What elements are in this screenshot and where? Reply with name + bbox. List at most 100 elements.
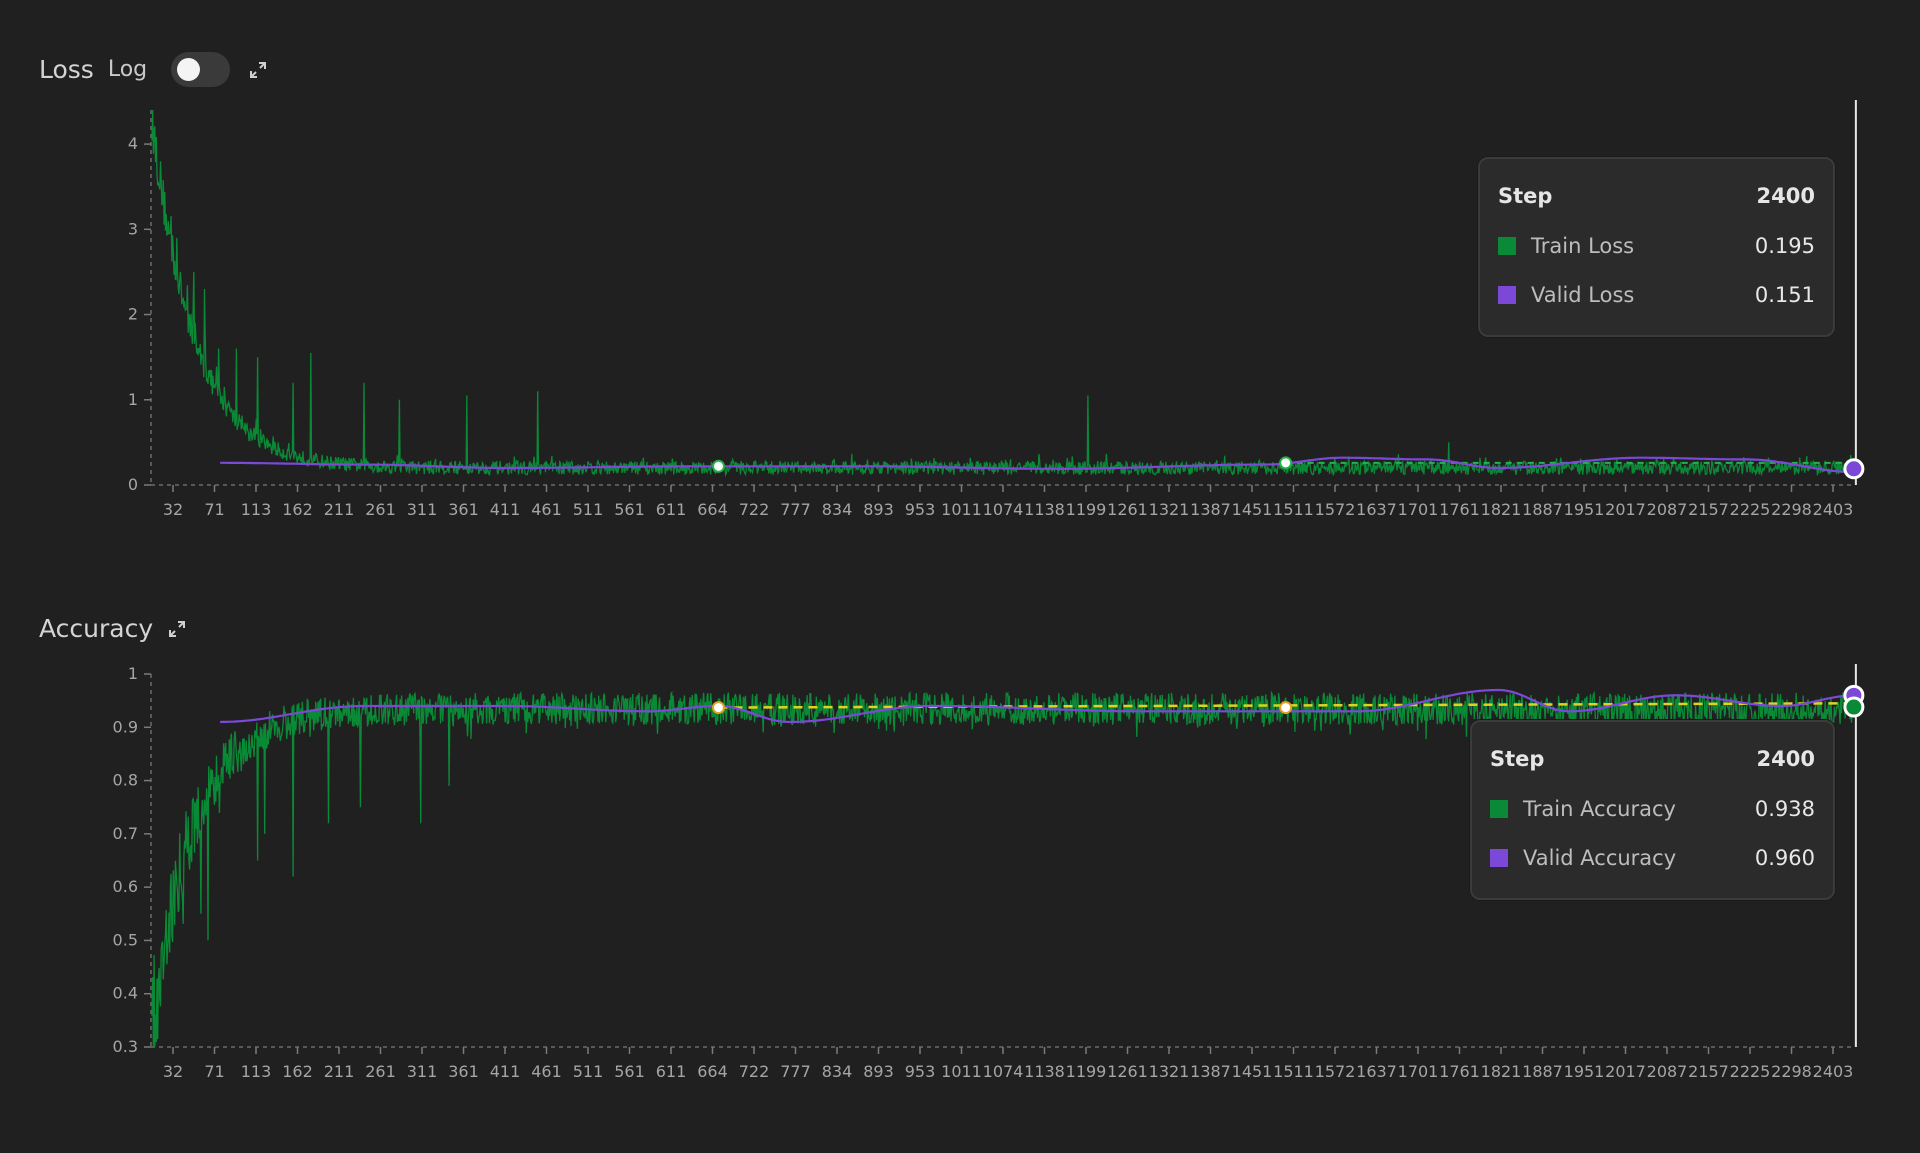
x-tick-label: 1387 — [1190, 500, 1231, 519]
tooltip-step-value: 2400 — [1756, 747, 1815, 771]
x-tick-label: 777 — [780, 500, 811, 519]
x-tick-label: 211 — [324, 1062, 355, 1081]
x-tick-label: 511 — [573, 1062, 604, 1081]
x-tick-label: 1572 — [1315, 500, 1356, 519]
accuracy-header: Accuracy — [39, 614, 187, 643]
x-tick-label: 1321 — [1149, 1062, 1190, 1081]
x-tick-label: 1451 — [1232, 1062, 1273, 1081]
x-tick-label: 1821 — [1481, 500, 1522, 519]
x-tick-label: 1637 — [1356, 500, 1397, 519]
x-tick-label: 2403 — [1813, 1062, 1854, 1081]
x-tick-label: 113 — [241, 1062, 272, 1081]
x-tick-label: 2017 — [1605, 500, 1646, 519]
tooltip-valid-accuracy-label: Valid Accuracy — [1523, 845, 1677, 870]
x-tick-label: 2087 — [1647, 500, 1688, 519]
x-tick-label: 1701 — [1398, 1062, 1439, 1081]
tooltip-valid-loss-value: 0.151 — [1754, 282, 1815, 307]
x-tick-label: 834 — [822, 500, 853, 519]
x-tick-label: 32 — [163, 500, 183, 519]
x-tick-label: 261 — [365, 1062, 396, 1081]
log-toggle[interactable] — [171, 52, 231, 87]
valid-series-line — [220, 456, 1854, 474]
tooltip-train-loss-label: Train Loss — [1531, 233, 1635, 258]
x-tick-label: 71 — [204, 500, 224, 519]
x-tick-label: 162 — [282, 500, 313, 519]
x-tick-label: 411 — [490, 1062, 521, 1081]
x-tick-label: 1572 — [1315, 1062, 1356, 1081]
x-tick-label: 71 — [204, 1062, 224, 1081]
x-tick-label: 1074 — [983, 500, 1024, 519]
x-tick-label: 893 — [863, 1062, 894, 1081]
tooltip-step-value: 2400 — [1756, 184, 1815, 208]
train-series-line — [151, 109, 1856, 478]
x-tick-label: 32 — [163, 1062, 183, 1081]
y-tick-label: 0.9 — [113, 717, 138, 736]
x-tick-label: 162 — [282, 1062, 313, 1081]
x-tick-label: 2157 — [1688, 1062, 1729, 1081]
data-marker — [711, 701, 725, 715]
x-tick-label: 2298 — [1771, 1062, 1812, 1081]
expand-icon[interactable] — [248, 60, 268, 80]
x-tick-label: 561 — [614, 1062, 645, 1081]
x-tick-label: 2087 — [1647, 1062, 1688, 1081]
x-tick-label: 1199 — [1066, 500, 1107, 519]
x-tick-label: 664 — [697, 1062, 728, 1081]
data-marker — [1279, 701, 1293, 715]
tooltip-step-label: Step — [1498, 184, 1553, 208]
x-tick-label: 1451 — [1232, 500, 1273, 519]
x-tick-label: 411 — [490, 500, 521, 519]
tooltip-train-accuracy-value: 0.938 — [1754, 796, 1815, 821]
x-tick-label: 113 — [241, 500, 272, 519]
x-tick-label: 722 — [739, 1062, 770, 1081]
valid-swatch — [1498, 285, 1516, 304]
valid-swatch — [1490, 848, 1508, 867]
x-tick-label: 1761 — [1439, 1062, 1480, 1081]
accuracy-tooltip: Step 2400 Train Accuracy 0.938 Valid Acc… — [1470, 720, 1835, 900]
log-label: Log — [107, 57, 148, 82]
data-marker — [1279, 456, 1293, 470]
hover-marker — [1843, 696, 1865, 718]
x-tick-label: 893 — [863, 500, 894, 519]
y-tick-label: 1 — [128, 664, 138, 683]
x-tick-label: 461 — [531, 1062, 562, 1081]
valid-series-line — [220, 688, 1854, 724]
y-tick-label: 3 — [128, 219, 138, 238]
data-marker — [711, 459, 725, 473]
x-tick-label: 1074 — [983, 1062, 1024, 1081]
y-tick-label: 0.5 — [113, 930, 138, 949]
x-tick-label: 834 — [822, 1062, 853, 1081]
x-tick-label: 1321 — [1149, 500, 1190, 519]
x-tick-label: 2017 — [1605, 1062, 1646, 1081]
y-tick-label: 0.4 — [113, 984, 138, 1003]
x-tick-label: 1261 — [1107, 1062, 1148, 1081]
x-tick-label: 461 — [531, 500, 562, 519]
expand-icon[interactable] — [167, 619, 187, 639]
loss-tooltip: Step 2400 Train Loss 0.195 Valid Loss 0.… — [1478, 157, 1835, 337]
y-tick-label: 0.7 — [113, 824, 138, 843]
x-tick-label: 722 — [739, 500, 770, 519]
accuracy-panel: Accuracy 0.3 0.4 0.5 0.6 0.7 0.8 0.9 1 32 71 113 16… — [0, 562, 1920, 1102]
tooltip-valid-accuracy-row: Valid Accuracy 0.960 — [1490, 833, 1815, 882]
train-swatch — [1498, 236, 1516, 255]
y-tick-label: 2 — [128, 305, 138, 324]
loss-chart[interactable]: 0 1 2 3 4 32 71 113 162 211 261 311 361 411 461 511 561 6… — [0, 0, 1920, 540]
tooltip-train-loss-row: Train Loss 0.195 — [1498, 221, 1815, 270]
x-tick-label: 2225 — [1730, 1062, 1771, 1081]
toggle-knob — [177, 58, 201, 81]
y-tick-label: 0.8 — [113, 771, 138, 790]
tooltip-train-accuracy-label: Train Accuracy — [1523, 796, 1676, 821]
x-tick-label: 953 — [905, 500, 936, 519]
y-tick-label: 4 — [128, 134, 138, 153]
accuracy-chart[interactable]: 0.3 0.4 0.5 0.6 0.7 0.8 0.9 1 32 71 113 162 211 261 31… — [0, 562, 1920, 1102]
x-tick-label: 2403 — [1813, 500, 1854, 519]
x-tick-label: 664 — [697, 500, 728, 519]
tooltip-step-row: Step 2400 — [1490, 742, 1815, 776]
y-tick-label: 0.6 — [113, 877, 138, 896]
loss-panel: Loss Log 0 1 2 3 4 32 71 113 162 211 261 311 361 411 4… — [0, 0, 1920, 540]
x-tick-label: 311 — [407, 1062, 438, 1081]
x-tick-label: 1821 — [1481, 1062, 1522, 1081]
tooltip-train-accuracy-row: Train Accuracy 0.938 — [1490, 784, 1815, 833]
x-tick-label: 2225 — [1730, 500, 1771, 519]
y-tick-label: 0.3 — [113, 1037, 138, 1056]
x-tick-label: 261 — [365, 500, 396, 519]
